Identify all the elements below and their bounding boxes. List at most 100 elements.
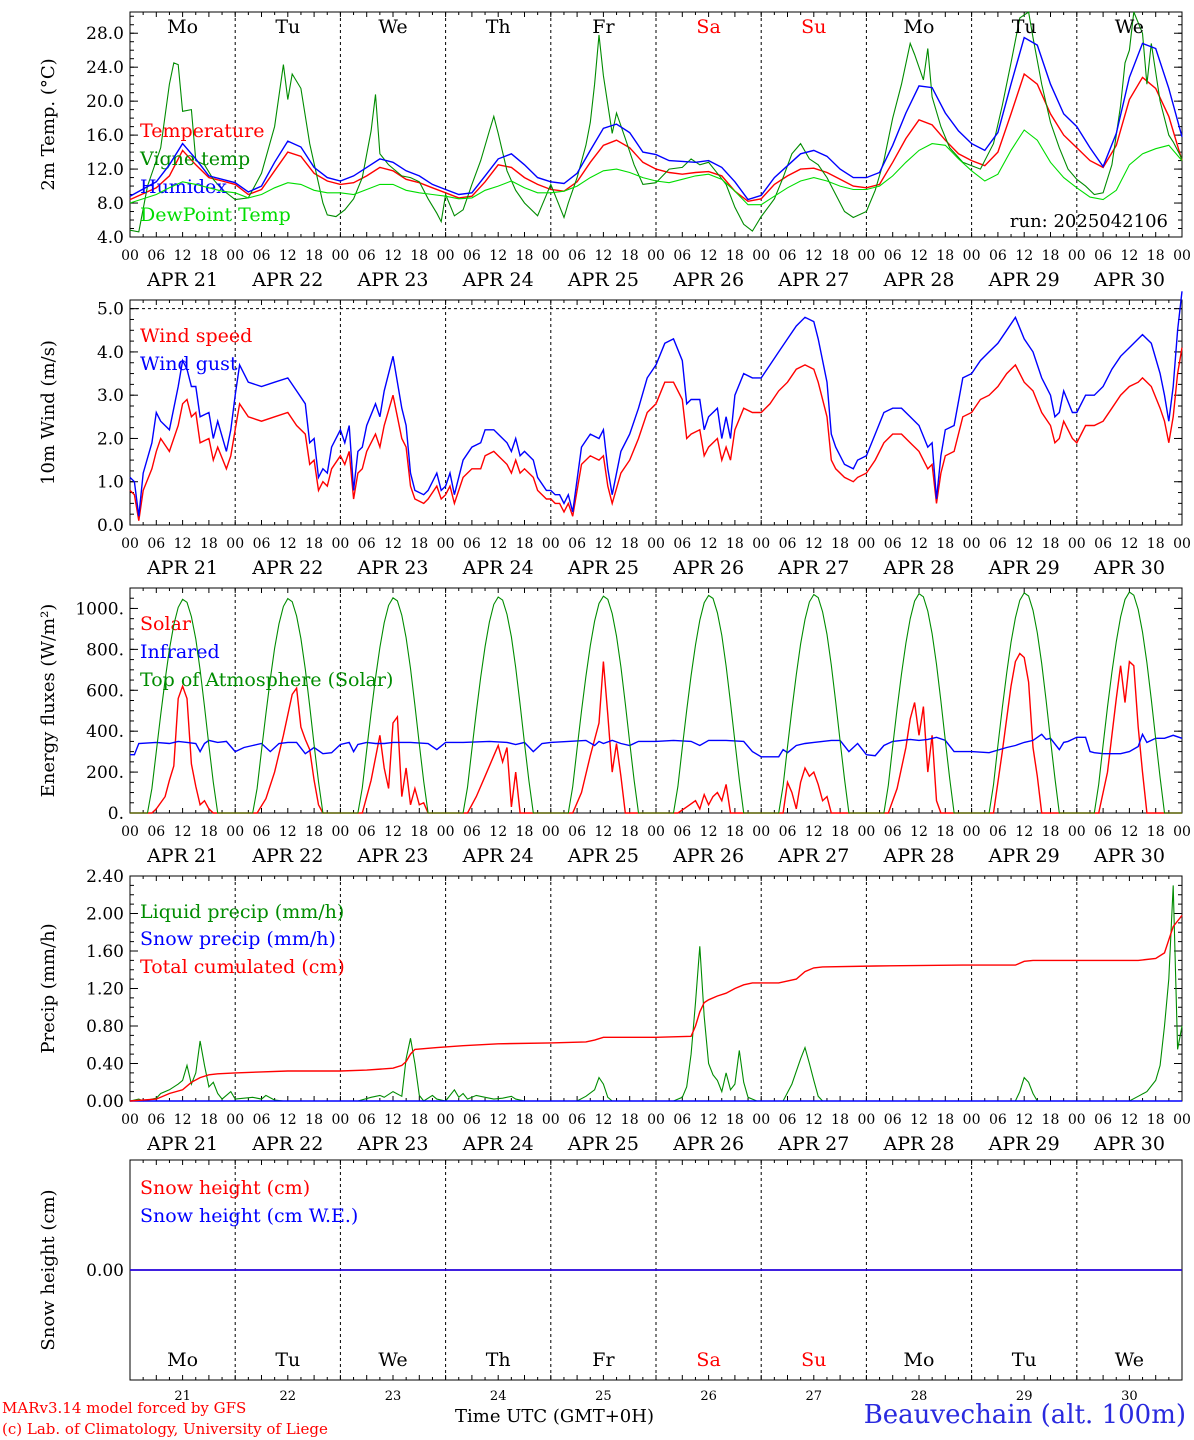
legend-entry: Snow height (cm) xyxy=(140,1177,310,1199)
x-hour-label: 18 xyxy=(831,1112,849,1128)
weekday-label-top: Tu xyxy=(1012,16,1037,38)
x-hour-label: 18 xyxy=(516,536,534,552)
y-tick-label: 2.0 xyxy=(97,429,124,449)
legend-entry: Humidex xyxy=(140,176,227,198)
x-hour-label: 18 xyxy=(410,536,428,552)
x-date-label: APR 27 xyxy=(777,269,849,291)
y-tick-label: 1000. xyxy=(75,599,124,619)
panel-4: 0.00 0.40 0.80 1.20 1.60 2.00 2.40 Precip (mm/h… xyxy=(38,867,1191,1155)
day-number-label: 22 xyxy=(280,1389,297,1404)
x-hour-label: 12 xyxy=(489,248,507,264)
x-date-label: APR 27 xyxy=(777,845,849,867)
x-hour-label: 00 xyxy=(1068,248,1086,264)
x-date-label: APR 25 xyxy=(567,845,639,867)
series-total-cumulated-cm xyxy=(129,914,1183,1102)
weekday-label-bottom: Mo xyxy=(904,1349,935,1371)
x-hour-label: 12 xyxy=(700,824,718,840)
x-hour-label: 06 xyxy=(989,1112,1007,1128)
day-number-label: 28 xyxy=(911,1389,928,1404)
x-hour-label: 06 xyxy=(673,824,691,840)
x-hour-label: 18 xyxy=(621,1112,639,1128)
y-axis-label: 10m Wind (m/s) xyxy=(38,340,59,485)
x-hour-label: 12 xyxy=(489,1112,507,1128)
x-hour-label: 06 xyxy=(253,536,271,552)
x-hour-label: 12 xyxy=(910,536,928,552)
weekday-label-bottom: Sa xyxy=(696,1349,720,1371)
x-hour-label: 18 xyxy=(1042,824,1060,840)
x-hour-label: 06 xyxy=(779,824,797,840)
x-hour-label: 18 xyxy=(516,248,534,264)
x-date-label: APR 26 xyxy=(672,845,744,867)
x-hour-label: 00 xyxy=(542,248,560,264)
x-hour-label: 06 xyxy=(253,248,271,264)
model-line: MARv3.14 model forced by GFS xyxy=(2,1399,247,1417)
weekday-label-bottom: Tu xyxy=(275,1349,300,1371)
x-hour-label: 06 xyxy=(147,248,165,264)
x-hour-label: 12 xyxy=(1015,824,1033,840)
x-hour-label: 12 xyxy=(174,248,192,264)
weekday-label-bottom: Mo xyxy=(167,1349,198,1371)
y-tick-label: 5.0 xyxy=(97,300,124,320)
x-hour-label: 00 xyxy=(647,824,665,840)
x-hour-label: 18 xyxy=(305,536,323,552)
x-date-label: APR 24 xyxy=(462,557,534,579)
weekday-label-bottom: Su xyxy=(801,1349,826,1371)
x-hour-label: 00 xyxy=(226,824,244,840)
y-axis-label: 2m Temp. (°C) xyxy=(38,58,59,190)
y-tick-label: 0.0 xyxy=(97,516,124,536)
x-date-label: APR 28 xyxy=(882,269,954,291)
station-name: Beauvechain (alt. 100m) xyxy=(863,1400,1186,1430)
x-hour-label: 00 xyxy=(1068,824,1086,840)
x-hour-label: 12 xyxy=(700,536,718,552)
series-infrared xyxy=(130,732,1183,758)
x-hour-label: 12 xyxy=(1120,1112,1138,1128)
x-hour-label: 18 xyxy=(1042,248,1060,264)
x-hour-label: 12 xyxy=(594,248,612,264)
x-date-label: APR 30 xyxy=(1093,269,1165,291)
x-hour-label: 12 xyxy=(1120,536,1138,552)
x-hour-label: 00 xyxy=(963,248,981,264)
x-hour-label: 12 xyxy=(805,824,823,840)
x-hour-label: 18 xyxy=(621,248,639,264)
day-number-label: 30 xyxy=(1121,1389,1138,1404)
x-date-label: APR 24 xyxy=(462,1133,534,1155)
x-hour-label: 06 xyxy=(779,248,797,264)
series-solar xyxy=(130,652,1182,814)
x-hour-label: 00 xyxy=(331,536,349,552)
y-tick-label: 24.0 xyxy=(86,58,124,78)
x-hour-label: 06 xyxy=(358,824,376,840)
x-hour-label: 06 xyxy=(147,1112,165,1128)
x-hour-label: 18 xyxy=(621,536,639,552)
legend-entry: Total cumulated (cm) xyxy=(140,956,345,978)
x-hour-label: 06 xyxy=(884,824,902,840)
x-hour-label: 00 xyxy=(752,1112,770,1128)
x-hour-label: 12 xyxy=(384,248,402,264)
x-date-label: APR 26 xyxy=(672,1133,744,1155)
x-hour-label: 12 xyxy=(700,248,718,264)
x-date-label: APR 28 xyxy=(882,1133,954,1155)
x-hour-label: 12 xyxy=(384,1112,402,1128)
x-hour-label: 06 xyxy=(779,1112,797,1128)
legend-entry: Top of Atmosphere (Solar) xyxy=(140,669,393,691)
x-hour-label: 18 xyxy=(200,248,218,264)
x-hour-label: 06 xyxy=(358,248,376,264)
x-hour-label: 18 xyxy=(1147,824,1165,840)
x-hour-label: 12 xyxy=(279,824,297,840)
x-hour-label: 18 xyxy=(200,824,218,840)
x-hour-label: 00 xyxy=(1068,536,1086,552)
x-date-label: APR 21 xyxy=(146,269,218,291)
x-hour-label: 12 xyxy=(279,1112,297,1128)
x-hour-label: 06 xyxy=(568,1112,586,1128)
day-number-label: 29 xyxy=(1016,1389,1033,1404)
x-hour-label: 18 xyxy=(410,248,428,264)
x-hour-label: 12 xyxy=(700,1112,718,1128)
weekday-label-bottom: Tu xyxy=(1012,1349,1037,1371)
y-axis-label: Energy fluxes (W/m²) xyxy=(38,604,59,798)
series-wind-gust xyxy=(129,291,1183,517)
x-hour-label: 00 xyxy=(963,1112,981,1128)
legend-entry: Liquid precip (mm/h) xyxy=(140,901,344,923)
x-hour-label: 06 xyxy=(989,536,1007,552)
x-date-label: APR 28 xyxy=(882,845,954,867)
x-hour-label: 12 xyxy=(384,536,402,552)
x-hour-label: 06 xyxy=(673,1112,691,1128)
